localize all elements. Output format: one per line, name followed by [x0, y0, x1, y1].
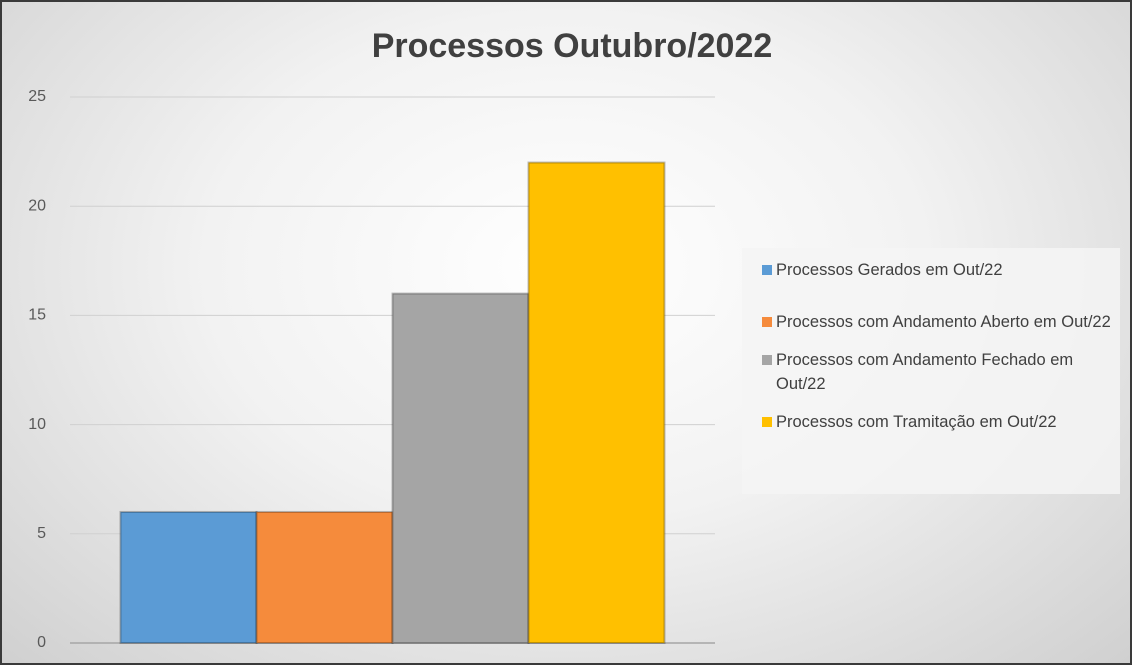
legend-marker: [762, 265, 772, 275]
chart-title: Processos Outubro/2022: [372, 27, 773, 65]
legend-entry: Processos com Tramitação em Out/22: [762, 410, 1121, 434]
bar: [391, 292, 530, 644]
legend-marker: [762, 417, 772, 427]
y-tick-label: 10: [28, 416, 46, 433]
legend: Processos Gerados em Out/22 Processos com…: [742, 248, 1120, 494]
y-tick-label: 0: [37, 634, 46, 651]
y-tick-label: 5: [37, 525, 46, 542]
legend-entry: Processos com Andamento Fechado em Out/2…: [762, 348, 1121, 396]
bar: [527, 161, 666, 645]
legend-label: Processos com Andamento Aberto em Out/22: [776, 313, 1111, 331]
y-tick-label: 25: [28, 88, 46, 105]
legend-label: Processos com Tramitação em Out/22: [776, 413, 1057, 431]
legend-label: Processos com Andamento Fechado em Out/2…: [776, 351, 1074, 393]
legend-entry: Processos com Andamento Aberto em Out/22: [762, 310, 1121, 334]
bar: [255, 510, 394, 644]
y-tick-label: 20: [28, 197, 46, 214]
legend-label: Processos Gerados em Out/22: [776, 261, 1003, 279]
bar: [119, 510, 258, 644]
legend-marker: [762, 355, 772, 365]
legend-marker: [762, 317, 772, 327]
legend-entry: Processos Gerados em Out/22: [762, 258, 1121, 282]
y-tick-label: 15: [28, 307, 46, 324]
